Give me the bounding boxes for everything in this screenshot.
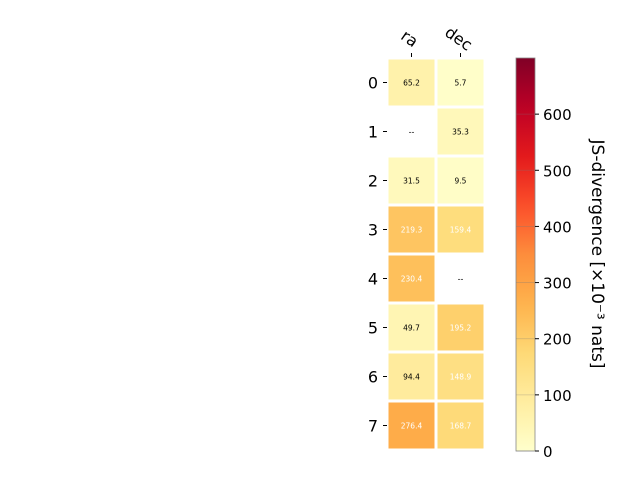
cell-value-label: 230.4	[401, 275, 423, 284]
row-label: 3	[368, 221, 378, 240]
row-label: 0	[368, 74, 378, 93]
cell-value-label: 195.2	[450, 324, 472, 333]
cell-value-label: 49.7	[403, 324, 420, 333]
row-label: 2	[368, 172, 378, 191]
heatmap-cell	[388, 157, 435, 204]
colorbar-tick-label: 300	[543, 275, 572, 293]
heatmap-cell	[437, 59, 484, 106]
colorbar-tick-label: 0	[543, 443, 553, 461]
heatmap-cell	[388, 255, 435, 302]
row-label: 6	[368, 368, 378, 387]
heatmap-cell	[388, 353, 435, 400]
colorbar-tick-label: 100	[543, 387, 572, 405]
row-label: 1	[368, 123, 378, 142]
row-labels: 0 1 2 3 4 5 6 7	[368, 74, 387, 436]
cell-value-label: 148.9	[450, 373, 472, 382]
colorbar-tick-label: 400	[543, 218, 572, 236]
colorbar-tick-label: 600	[543, 106, 572, 124]
heatmap-cell	[437, 206, 484, 253]
colorbar-gradient	[515, 57, 536, 452]
heatmap-cell	[388, 402, 435, 449]
row-label: 5	[368, 319, 378, 338]
cell-value-label: 168.7	[450, 422, 472, 431]
heatmap-cell	[388, 304, 435, 351]
heatmap-cell	[388, 59, 435, 106]
cell-value-label: 219.3	[401, 226, 423, 235]
heatmap-cell	[437, 353, 484, 400]
heatmap-cell	[437, 304, 484, 351]
heatmap-cells: 65.2 5.7 -- 35.3 31.5 9.5 219.3 159.4 230.4 -- 49.…	[388, 59, 484, 449]
colorbar: 0 100 200 300 400 500 600	[515, 57, 572, 461]
column-labels: ra dec	[397, 22, 476, 57]
row-label: 7	[368, 417, 378, 436]
missing-value-label: --	[458, 275, 464, 284]
column-label: ra	[397, 26, 421, 51]
row-label: 4	[368, 270, 378, 289]
colorbar-tick-label: 500	[543, 162, 572, 180]
heatmap-cell	[437, 402, 484, 449]
column-label: dec	[441, 22, 475, 54]
cell-value-label: 35.3	[452, 128, 469, 137]
cell-value-label: 31.5	[403, 177, 420, 186]
cell-value-label: 159.4	[450, 226, 472, 235]
cell-value-label: 276.4	[401, 422, 423, 431]
cell-value-label: 9.5	[455, 177, 467, 186]
cell-value-label: 5.7	[455, 79, 467, 88]
heatmap-cell	[437, 157, 484, 204]
missing-value-label: --	[409, 128, 415, 137]
colorbar-label: JS-divergence [×10⁻³ nats]	[587, 139, 607, 369]
cell-value-label: 65.2	[403, 79, 420, 88]
cell-value-label: 94.4	[403, 373, 420, 382]
heatmap-cell	[388, 206, 435, 253]
colorbar-tick-label: 200	[543, 331, 572, 349]
heatmap-cell	[437, 108, 484, 155]
